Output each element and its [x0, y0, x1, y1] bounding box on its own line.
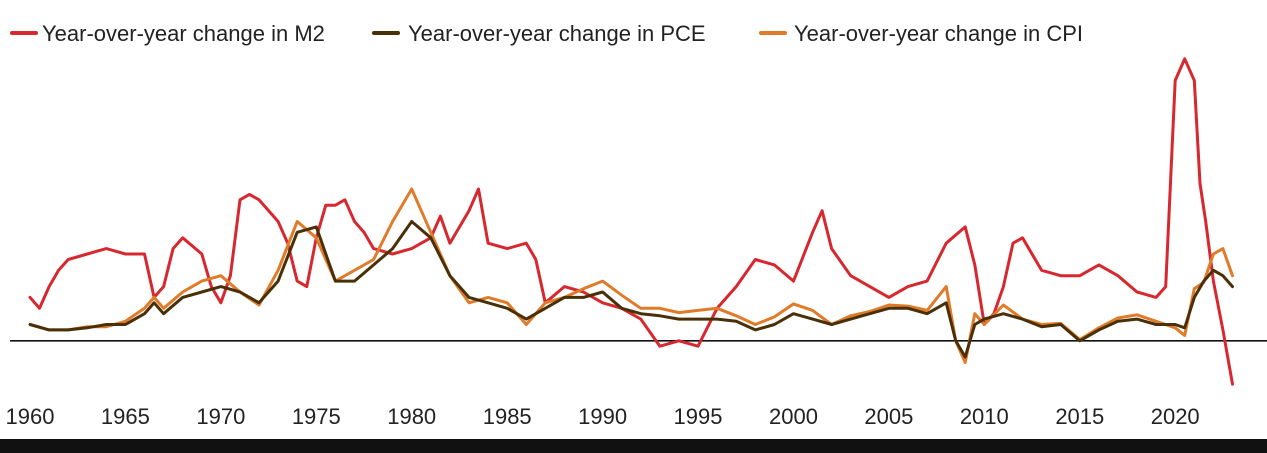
x-tick-label-1960: 1960: [6, 404, 55, 429]
x-tick-label-1970: 1970: [196, 404, 245, 429]
legend: Year-over-year change in M2 Year-over-ye…: [10, 21, 1083, 46]
x-tick-label-1995: 1995: [674, 404, 723, 429]
series-line-pce: [28, 220, 1234, 359]
x-tick-label-1990: 1990: [578, 404, 627, 429]
x-tick-label-1980: 1980: [387, 404, 436, 429]
legend-label-pce: Year-over-year change in PCE: [408, 21, 706, 46]
x-tick-label-1985: 1985: [483, 404, 532, 429]
legend-label-cpi: Year-over-year change in CPI: [794, 21, 1083, 46]
series-line-cpi: [28, 187, 1234, 364]
legend-label-m2: Year-over-year change in M2: [42, 21, 325, 46]
x-tick-label-1975: 1975: [292, 404, 341, 429]
x-tick-label-2020: 2020: [1151, 404, 1200, 429]
x-axis-ticks: 1960 1965 1970 1975 1980 1985 1990 1995 2000 2005…: [6, 404, 1200, 429]
x-tick-label-1965: 1965: [101, 404, 150, 429]
x-tick-label-2005: 2005: [864, 404, 913, 429]
series-line-m2: [28, 57, 1234, 386]
footer-bar: [0, 439, 1267, 453]
series-layer: [28, 57, 1234, 386]
x-tick-label-2000: 2000: [769, 404, 818, 429]
x-tick-label-2010: 2010: [960, 404, 1009, 429]
x-tick-label-2015: 2015: [1055, 404, 1104, 429]
